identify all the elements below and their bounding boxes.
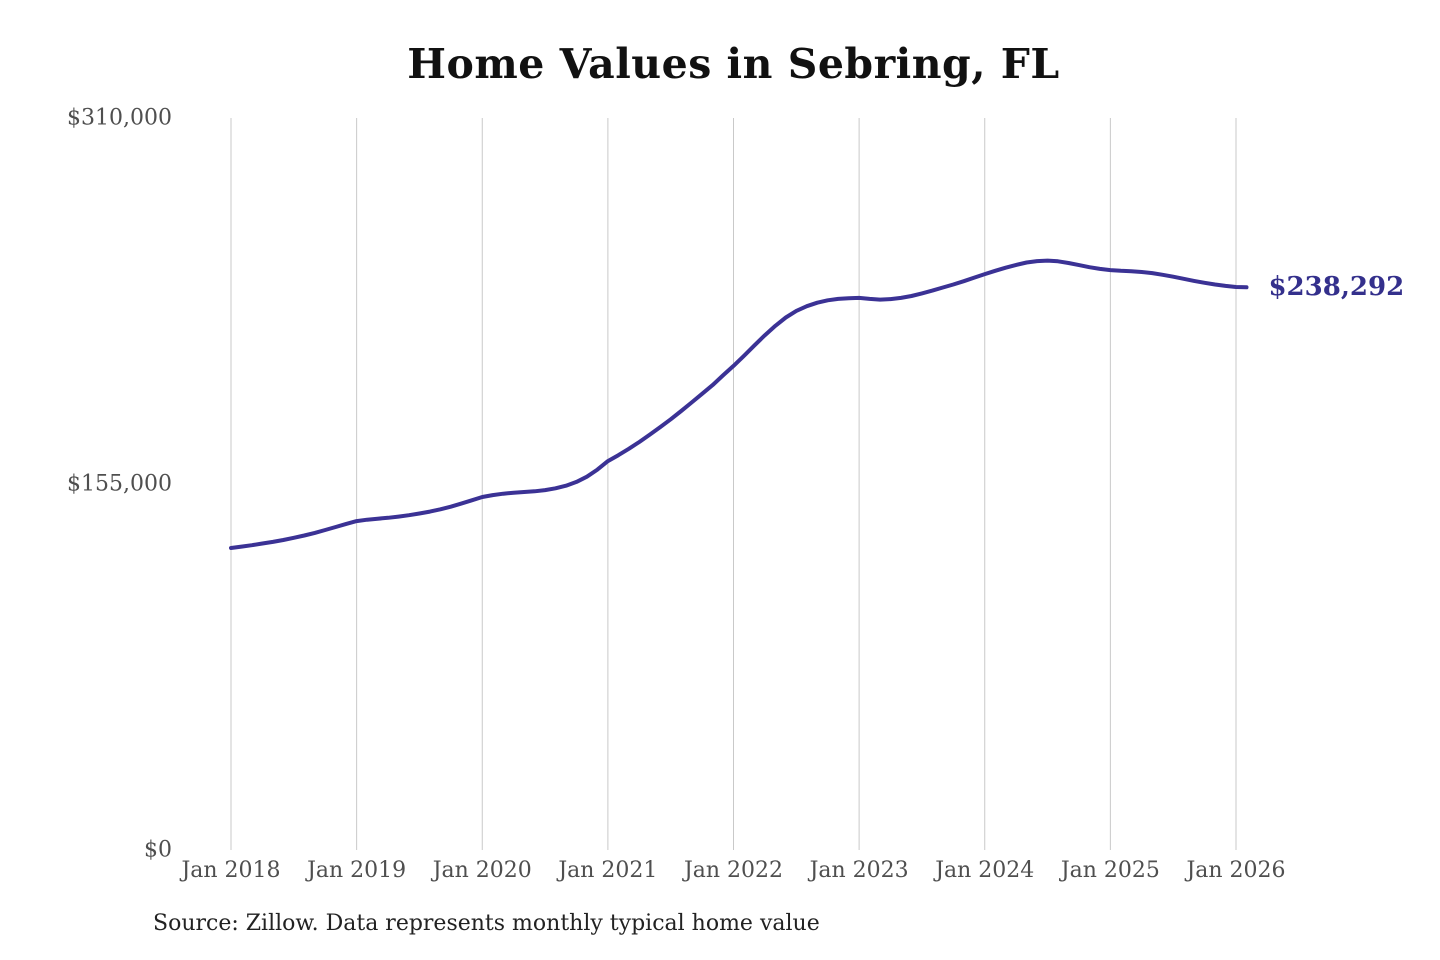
x-axis-tick-label: Jan 2019 xyxy=(307,858,407,883)
y-axis-tick-label: $155,000 xyxy=(67,471,172,497)
source-note: Source: Zillow. Data represents monthly … xyxy=(153,911,820,936)
latest-value-label: $238,292 xyxy=(1268,272,1405,303)
x-axis-tick-label: Jan 2018 xyxy=(181,858,281,883)
y-axis-tick-label: $0 xyxy=(144,837,172,863)
chart-title: Home Values in Sebring, FL xyxy=(407,40,1060,88)
x-axis-tick-label: Jan 2021 xyxy=(558,858,658,883)
x-axis-tick-label: Jan 2024 xyxy=(935,858,1035,883)
home-value-line xyxy=(229,258,1249,550)
x-axis-tick-label: Jan 2022 xyxy=(683,858,784,883)
x-axis-tick-label: Jan 2026 xyxy=(1186,858,1286,883)
x-axis-tick-label: Jan 2020 xyxy=(432,858,532,883)
y-axis-tick-label: $310,000 xyxy=(67,105,172,131)
x-axis-tick-label: Jan 2025 xyxy=(1060,858,1160,883)
x-axis-tick-label: Jan 2023 xyxy=(809,858,909,883)
